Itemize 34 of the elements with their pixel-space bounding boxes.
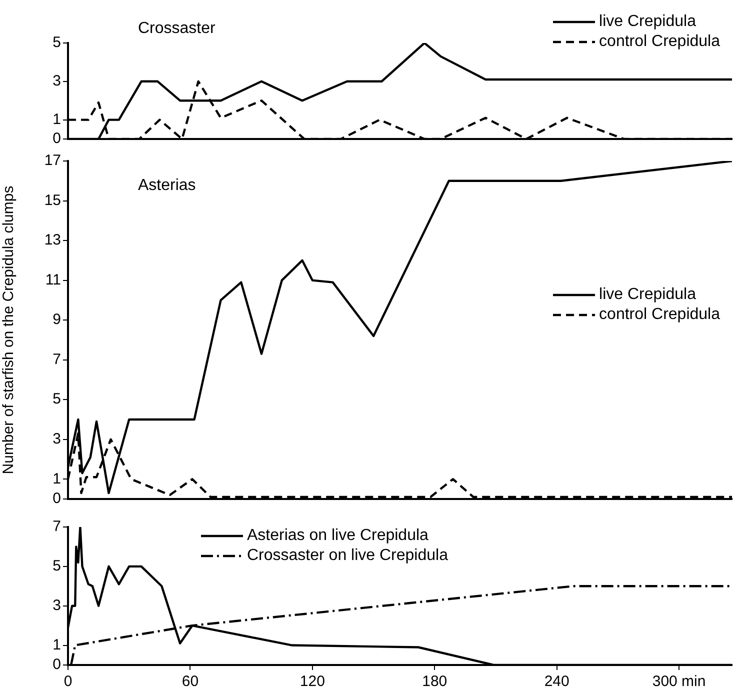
legend-label: control Crepidula [599, 305, 720, 325]
y-tick-label: 0 [52, 656, 61, 674]
x-tick-label: 300 min [652, 673, 706, 690]
y-tick-label: 3 [52, 597, 61, 614]
y-tick-label: 1 [52, 636, 61, 654]
y-tick-label: 9 [52, 311, 61, 328]
x-tick-label: 60 [182, 673, 199, 690]
y-tick-label: 5 [52, 34, 61, 52]
y-tick-label: 15 [44, 192, 61, 209]
y-tick-label: 7 [52, 518, 61, 536]
y-tick-label: 1 [52, 470, 61, 488]
legend-label: live Crepidula [599, 285, 696, 305]
x-tick-label: 120 [300, 673, 325, 690]
y-axis-title: Number of starfish on the Crepidula clumps [0, 186, 18, 474]
y-tick-label: 13 [44, 232, 61, 249]
y-tick-label: 17 [44, 152, 61, 170]
legend-label: Asterias on live Crepidula [247, 526, 428, 546]
text: Asterias [138, 177, 196, 195]
legend-label: live Crepidula [599, 12, 696, 32]
y-tick-label: 11 [45, 271, 61, 288]
y-tick-label: 5 [52, 390, 61, 408]
x-tick-label: 0 [64, 673, 72, 690]
y-tick-label: 1 [52, 110, 61, 128]
y-tick-label: 3 [52, 430, 61, 448]
chart-title: Crossaster [138, 20, 216, 38]
legend-label: Crossaster on live Crepidula [247, 546, 448, 566]
y-tick-label: 5 [52, 558, 61, 575]
y-tick-label: 7 [52, 350, 61, 368]
x-tick-label: 180 [422, 673, 448, 690]
y-tick-label: 0 [52, 130, 61, 148]
legend-label: control Crepidula [599, 32, 720, 52]
y-tick-label: 0 [52, 490, 61, 508]
x-tick-label: 240 [544, 673, 570, 690]
y-tick-label: 3 [52, 72, 61, 90]
